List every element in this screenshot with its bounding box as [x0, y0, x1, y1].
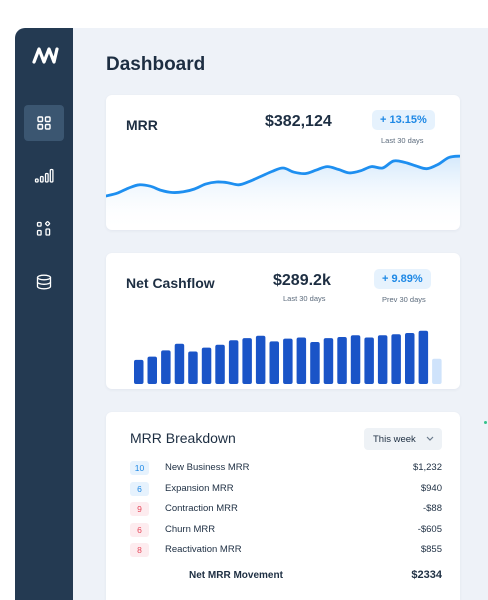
row-count-badge: 9	[130, 502, 149, 516]
main-content: Dashboard MRR $382,124 + 13.15% Last 30 …	[73, 28, 488, 600]
row-value: -$605	[417, 524, 442, 535]
breakdown-row[interactable]: 6 Churn MRR -$605	[130, 522, 442, 538]
total-value: $2334	[411, 569, 442, 581]
decorative-dot	[484, 421, 487, 424]
mrr-breakdown-card: MRR Breakdown This week 10 New Business …	[106, 412, 460, 600]
cashflow-bar	[174, 343, 185, 384]
row-count-badge: 8	[130, 543, 149, 557]
total-label: Net MRR Movement	[189, 570, 283, 581]
chevron-down-icon	[426, 436, 434, 441]
breakdown-row[interactable]: 8 Reactivation MRR $855	[130, 542, 442, 558]
cashflow-bar	[188, 351, 198, 384]
app-logo[interactable]	[31, 44, 59, 66]
cashflow-bar	[296, 337, 307, 384]
mrr-title: MRR	[126, 117, 158, 133]
mrr-line-area	[106, 156, 460, 230]
cashflow-title: Net Cashflow	[126, 275, 215, 291]
grid-icon	[37, 116, 51, 130]
cashflow-bar	[255, 335, 266, 384]
mrr-line-chart	[106, 154, 460, 230]
mrr-line-series	[106, 154, 460, 198]
bar-chart-icon	[34, 168, 54, 183]
cashflow-bar	[405, 333, 415, 384]
cashflow-bar	[377, 335, 388, 384]
breakdown-title: MRR Breakdown	[130, 430, 236, 446]
row-value: -$88	[422, 503, 442, 514]
page-title: Dashboard	[106, 54, 206, 75]
cashflow-bar	[323, 338, 334, 384]
mrr-badge-note: Last 30 days	[381, 136, 424, 145]
cashflow-bar	[147, 356, 157, 384]
cashflow-bar	[391, 334, 401, 384]
row-value: $1,232	[412, 462, 442, 473]
cashflow-badge-note: Prev 30 days	[382, 295, 426, 304]
sidebar-item-analytics[interactable]	[24, 158, 64, 194]
sidebar-item-components[interactable]	[24, 211, 64, 247]
row-label: Expansion MRR	[165, 483, 234, 494]
cashflow-card[interactable]: Net Cashflow $289.2k Last 30 days + 9.89…	[106, 253, 460, 389]
row-count-badge: 10	[130, 461, 149, 475]
cashflow-value: $289.2k	[273, 272, 331, 289]
row-label: New Business MRR	[165, 462, 250, 473]
sidebar-item-dashboard[interactable]	[24, 105, 64, 141]
cashflow-bar	[418, 330, 429, 384]
mrr-card[interactable]: MRR $382,124 + 13.15% Last 30 days	[106, 95, 460, 230]
database-icon	[36, 274, 52, 290]
cashflow-bar	[242, 338, 252, 384]
row-value: $940	[420, 483, 442, 494]
row-count-badge: 6	[130, 482, 149, 496]
breakdown-row[interactable]: 9 Contraction MRR -$88	[130, 501, 442, 517]
cashflow-bar	[269, 341, 279, 384]
row-label: Reactivation MRR	[165, 544, 242, 555]
cashflow-bar	[215, 344, 225, 384]
row-label: Contraction MRR	[165, 503, 238, 514]
cashflow-bar	[161, 350, 171, 384]
cashflow-bar	[364, 337, 374, 384]
period-select[interactable]: This week	[364, 428, 442, 450]
row-label: Churn MRR	[165, 524, 216, 535]
mrr-value: $382,124	[265, 113, 332, 130]
shapes-icon	[36, 221, 51, 236]
cashflow-bar	[201, 347, 212, 384]
breakdown-total-row: Net MRR Movement $2334	[130, 568, 442, 584]
mrr-change-badge: + 13.15%	[372, 110, 435, 130]
cashflow-bar	[134, 359, 144, 384]
cashflow-value-note: Last 30 days	[283, 294, 326, 303]
cashflow-bar	[337, 337, 347, 384]
cashflow-forecast-bar	[432, 358, 442, 384]
sidebar	[15, 28, 73, 600]
breakdown-row[interactable]: 6 Expansion MRR $940	[130, 481, 442, 497]
sidebar-item-data[interactable]	[24, 264, 64, 300]
cashflow-bar	[228, 340, 239, 384]
cashflow-bar	[310, 342, 320, 384]
breakdown-row[interactable]: 10 New Business MRR $1,232	[130, 460, 442, 476]
row-count-badge: 6	[130, 523, 149, 537]
cashflow-change-badge: + 9.89%	[374, 269, 431, 289]
period-select-value: This week	[373, 433, 416, 445]
cashflow-bar	[283, 338, 293, 384]
row-value: $855	[420, 544, 442, 555]
cashflow-bar-chart	[134, 330, 442, 384]
cashflow-bar	[350, 335, 361, 384]
app-frame: Dashboard MRR $382,124 + 13.15% Last 30 …	[15, 28, 488, 600]
